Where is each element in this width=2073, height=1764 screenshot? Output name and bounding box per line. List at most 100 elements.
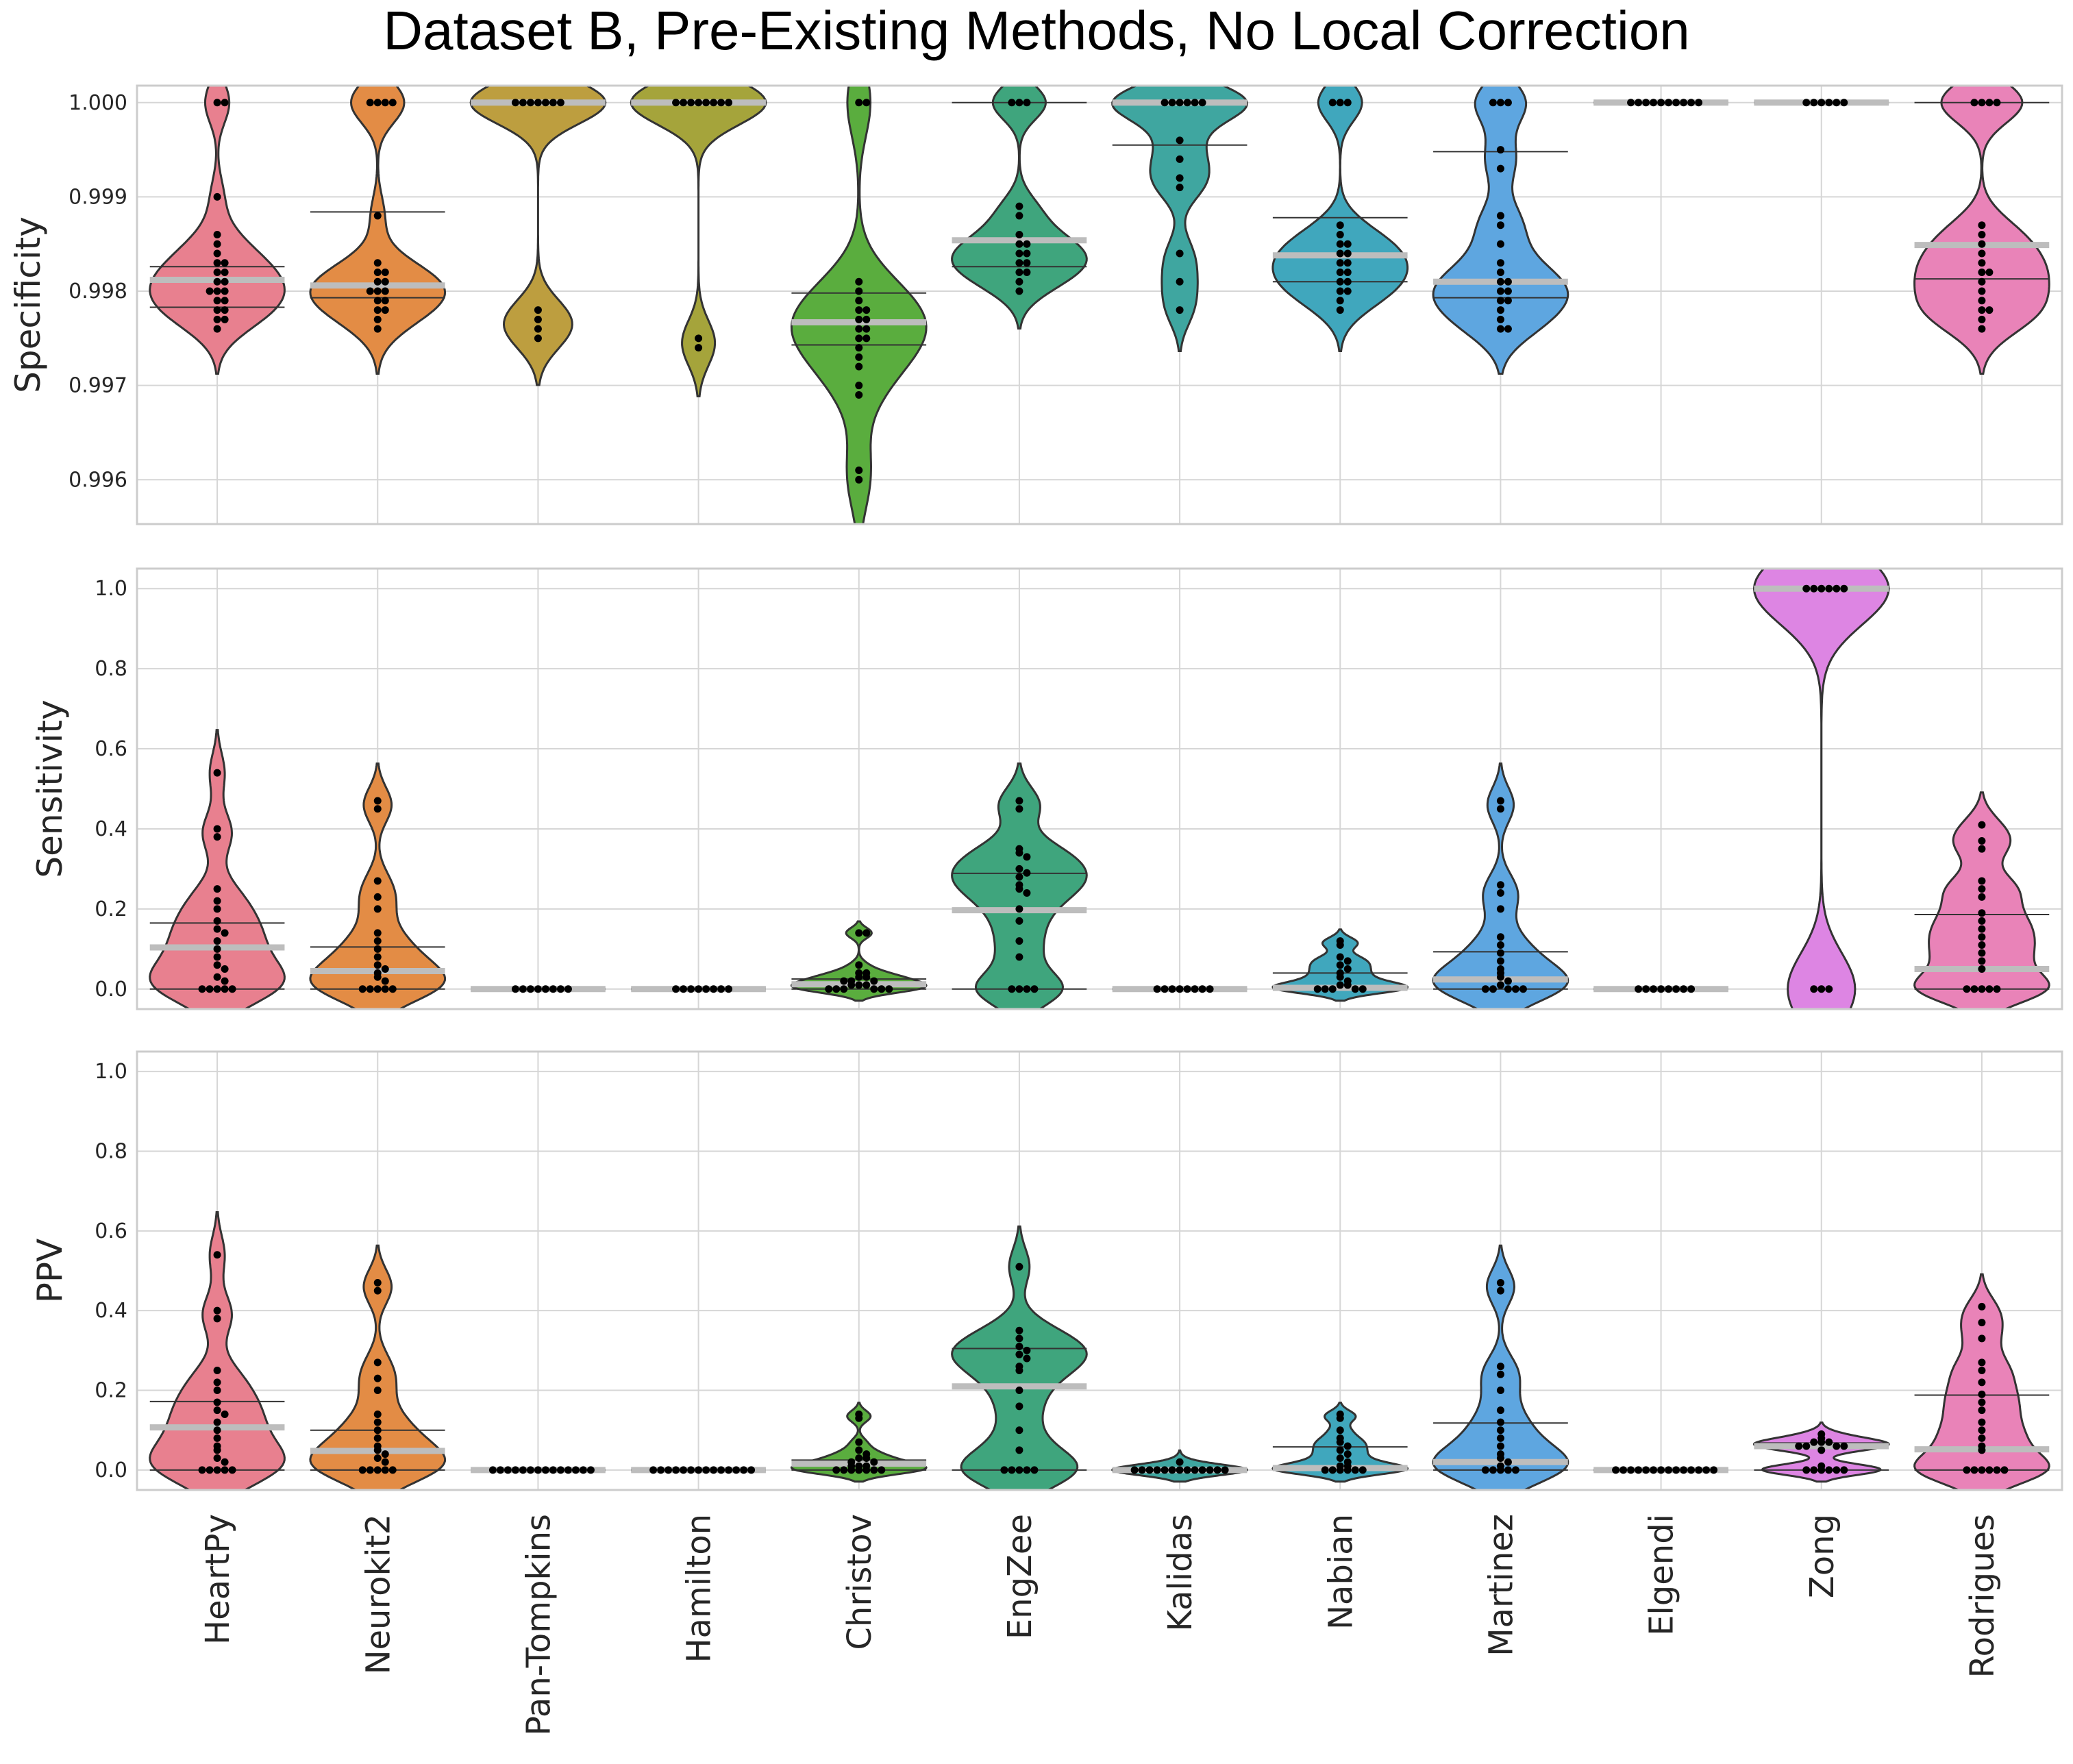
data-point — [855, 334, 863, 343]
data-point — [1825, 1466, 1833, 1474]
data-point — [855, 362, 863, 371]
data-point — [1176, 277, 1184, 286]
data-point — [534, 315, 542, 323]
data-point — [381, 1450, 389, 1458]
data-point — [526, 985, 534, 993]
data-point — [1023, 249, 1031, 258]
data-point — [1145, 1466, 1154, 1474]
data-point — [1198, 99, 1206, 107]
data-point — [381, 277, 389, 286]
data-point — [1978, 99, 1986, 107]
data-point — [1015, 259, 1023, 267]
data-point — [1176, 155, 1184, 163]
data-point — [855, 277, 863, 286]
data-point — [526, 1466, 534, 1474]
data-point — [534, 985, 542, 993]
data-point — [1978, 1319, 1986, 1327]
data-point — [1336, 221, 1344, 229]
data-point — [564, 985, 572, 993]
data-point — [1978, 836, 1986, 845]
data-point — [1030, 1466, 1039, 1474]
data-point — [373, 1358, 382, 1367]
data-point — [213, 230, 221, 238]
data-point — [1023, 985, 1031, 993]
data-point — [878, 1466, 886, 1474]
data-point — [1978, 315, 1986, 323]
data-point — [1015, 885, 1023, 893]
data-point — [1160, 1466, 1169, 1474]
data-point — [1489, 985, 1497, 993]
data-point — [213, 1406, 221, 1415]
data-point — [1336, 973, 1344, 981]
data-point — [1833, 99, 1841, 107]
data-point — [1978, 845, 1986, 853]
data-point — [1015, 287, 1023, 295]
data-point — [1978, 885, 1986, 893]
data-point — [1672, 1466, 1680, 1474]
violins — [149, 86, 2050, 524]
data-point — [1504, 287, 1512, 295]
data-point — [373, 893, 382, 901]
data-point — [213, 1387, 221, 1395]
violin-heartpy — [149, 729, 286, 1009]
data-point — [213, 769, 221, 777]
data-point — [855, 99, 863, 107]
data-point — [1650, 1466, 1658, 1474]
data-point — [1612, 1466, 1620, 1474]
data-point — [221, 1458, 229, 1466]
data-point — [366, 287, 374, 295]
data-point — [1198, 1466, 1206, 1474]
data-point — [855, 475, 863, 484]
data-point — [862, 1466, 871, 1474]
data-point — [1978, 1358, 1986, 1367]
data-point — [1650, 99, 1658, 107]
data-point — [373, 315, 382, 323]
data-point — [878, 985, 886, 993]
data-point — [213, 1306, 221, 1315]
data-point — [1978, 941, 1986, 949]
data-point — [1008, 985, 1016, 993]
data-point — [1817, 1438, 1826, 1446]
data-point — [1176, 136, 1184, 145]
data-point — [1978, 269, 1986, 277]
data-point — [1336, 240, 1344, 248]
data-point — [213, 1315, 221, 1323]
data-point — [1496, 164, 1504, 173]
data-point — [1795, 1442, 1803, 1450]
data-point — [1496, 277, 1504, 286]
data-point — [1153, 985, 1161, 993]
data-point — [1030, 985, 1039, 993]
data-point — [213, 297, 221, 305]
data-point — [1336, 297, 1344, 305]
y-tick-label: 0.996 — [69, 468, 127, 492]
data-point — [213, 315, 221, 323]
data-point — [1321, 985, 1329, 993]
data-point — [366, 99, 374, 107]
data-point — [381, 297, 389, 305]
data-point — [649, 1466, 658, 1474]
data-point — [213, 249, 221, 258]
data-point — [526, 99, 534, 107]
data-point — [1825, 1438, 1833, 1446]
data-point — [213, 945, 221, 953]
data-point — [740, 1466, 748, 1474]
data-point — [198, 985, 206, 993]
data-point — [1000, 1466, 1008, 1474]
data-point — [1343, 1466, 1352, 1474]
y-tick-label: 1.0 — [95, 577, 127, 601]
data-point — [1336, 249, 1344, 258]
data-point — [1511, 985, 1519, 993]
data-point — [1978, 1466, 1986, 1474]
data-point — [1687, 985, 1696, 993]
data-point — [213, 1366, 221, 1374]
y-axis-label: PPV — [30, 1239, 70, 1304]
violin-martinez — [1432, 86, 1569, 375]
data-point — [1978, 1366, 1986, 1374]
data-point — [1657, 99, 1665, 107]
data-point — [1702, 1466, 1711, 1474]
data-point — [1642, 985, 1650, 993]
data-point — [1015, 1326, 1023, 1334]
data-point — [702, 99, 710, 107]
data-point — [1802, 99, 1811, 107]
